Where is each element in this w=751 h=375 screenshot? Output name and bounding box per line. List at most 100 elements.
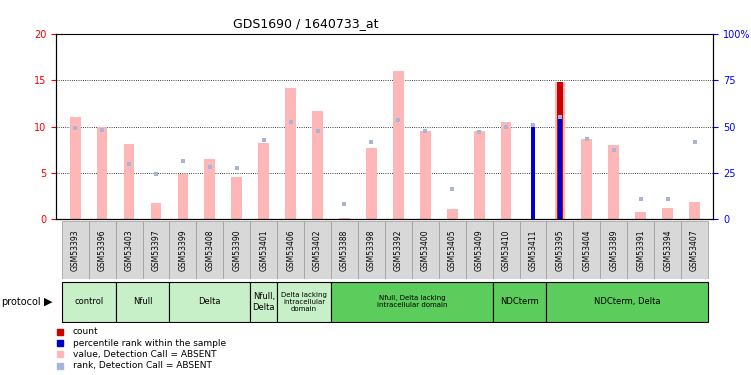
Bar — [556, 82, 563, 219]
FancyBboxPatch shape — [143, 221, 170, 279]
Text: GSM53406: GSM53406 — [286, 230, 295, 271]
Text: GSM53402: GSM53402 — [313, 230, 322, 271]
Bar — [124, 144, 134, 219]
Bar — [339, 217, 350, 219]
Bar — [474, 131, 484, 219]
Bar — [501, 122, 511, 219]
Point — [554, 114, 566, 120]
Point — [312, 128, 324, 134]
Text: GSM53404: GSM53404 — [582, 230, 591, 271]
Text: Nfull, Delta lacking
intracellular domain: Nfull, Delta lacking intracellular domai… — [376, 296, 447, 308]
FancyBboxPatch shape — [304, 221, 331, 279]
Point — [581, 136, 593, 142]
Point — [177, 158, 189, 164]
FancyBboxPatch shape — [116, 282, 170, 322]
Text: GSM53410: GSM53410 — [502, 230, 511, 271]
Bar — [70, 117, 80, 219]
FancyBboxPatch shape — [439, 221, 466, 279]
FancyBboxPatch shape — [62, 221, 89, 279]
Text: Nfull,
Delta: Nfull, Delta — [252, 292, 275, 312]
Text: GSM53401: GSM53401 — [259, 230, 268, 271]
Point — [366, 140, 378, 146]
Text: GDS1690 / 1640733_at: GDS1690 / 1640733_at — [234, 17, 379, 30]
Text: NDCterm: NDCterm — [500, 297, 539, 306]
FancyBboxPatch shape — [277, 282, 331, 322]
FancyBboxPatch shape — [223, 221, 250, 279]
Text: value, Detection Call = ABSENT: value, Detection Call = ABSENT — [73, 350, 216, 359]
Text: GSM53398: GSM53398 — [367, 230, 376, 271]
Text: protocol: protocol — [2, 297, 41, 307]
Bar — [393, 71, 404, 219]
FancyBboxPatch shape — [358, 221, 385, 279]
Point — [69, 125, 81, 131]
Point — [150, 171, 162, 177]
Bar — [204, 159, 216, 219]
Bar — [447, 209, 457, 219]
Text: GSM53391: GSM53391 — [636, 230, 645, 271]
Bar — [662, 208, 673, 219]
FancyBboxPatch shape — [600, 221, 627, 279]
Text: GSM53390: GSM53390 — [232, 230, 241, 271]
Bar — [177, 174, 189, 219]
Text: GSM53409: GSM53409 — [475, 230, 484, 271]
Text: GSM53395: GSM53395 — [556, 230, 565, 271]
Text: GSM53392: GSM53392 — [394, 230, 403, 271]
Text: GSM53396: GSM53396 — [98, 230, 107, 271]
Text: GSM53388: GSM53388 — [340, 230, 349, 271]
FancyBboxPatch shape — [331, 282, 493, 322]
Bar — [608, 145, 619, 219]
FancyBboxPatch shape — [681, 221, 708, 279]
Text: percentile rank within the sample: percentile rank within the sample — [73, 339, 226, 348]
Text: Delta: Delta — [198, 297, 221, 306]
FancyBboxPatch shape — [62, 282, 116, 322]
Text: Nfull: Nfull — [133, 297, 152, 306]
Point — [689, 140, 701, 146]
Point — [258, 138, 270, 144]
Point — [635, 196, 647, 202]
FancyBboxPatch shape — [89, 221, 116, 279]
Text: rank, Detection Call = ABSENT: rank, Detection Call = ABSENT — [73, 361, 212, 370]
Bar — [554, 82, 566, 219]
Text: GSM53397: GSM53397 — [152, 230, 161, 271]
FancyBboxPatch shape — [277, 221, 304, 279]
FancyBboxPatch shape — [196, 221, 223, 279]
FancyBboxPatch shape — [250, 221, 277, 279]
FancyBboxPatch shape — [574, 221, 600, 279]
Bar — [581, 139, 593, 219]
Text: GSM53394: GSM53394 — [663, 230, 672, 271]
Bar — [258, 143, 269, 219]
Point — [473, 129, 485, 135]
Point — [500, 124, 512, 130]
FancyBboxPatch shape — [170, 282, 250, 322]
Point — [285, 119, 297, 125]
Text: ▶: ▶ — [44, 297, 52, 307]
FancyBboxPatch shape — [331, 221, 358, 279]
Text: GSM53393: GSM53393 — [71, 230, 80, 271]
Point — [123, 160, 135, 166]
Text: count: count — [73, 327, 98, 336]
FancyBboxPatch shape — [250, 282, 277, 322]
Bar — [366, 148, 377, 219]
FancyBboxPatch shape — [385, 221, 412, 279]
Point — [96, 127, 108, 133]
Point — [231, 165, 243, 171]
FancyBboxPatch shape — [116, 221, 143, 279]
Point — [662, 196, 674, 202]
Point — [339, 201, 351, 207]
Text: GSM53407: GSM53407 — [690, 230, 699, 271]
Bar — [420, 131, 430, 219]
FancyBboxPatch shape — [520, 221, 547, 279]
FancyBboxPatch shape — [412, 221, 439, 279]
FancyBboxPatch shape — [466, 221, 493, 279]
Bar — [689, 202, 700, 219]
Bar — [635, 212, 646, 219]
Point — [392, 117, 404, 123]
Point — [204, 164, 216, 170]
Bar — [558, 117, 562, 219]
Bar — [231, 177, 242, 219]
Text: GSM53399: GSM53399 — [179, 230, 188, 271]
Text: NDCterm, Delta: NDCterm, Delta — [594, 297, 661, 306]
FancyBboxPatch shape — [547, 282, 708, 322]
Text: GSM53408: GSM53408 — [205, 230, 214, 271]
Text: GSM53411: GSM53411 — [529, 230, 538, 271]
